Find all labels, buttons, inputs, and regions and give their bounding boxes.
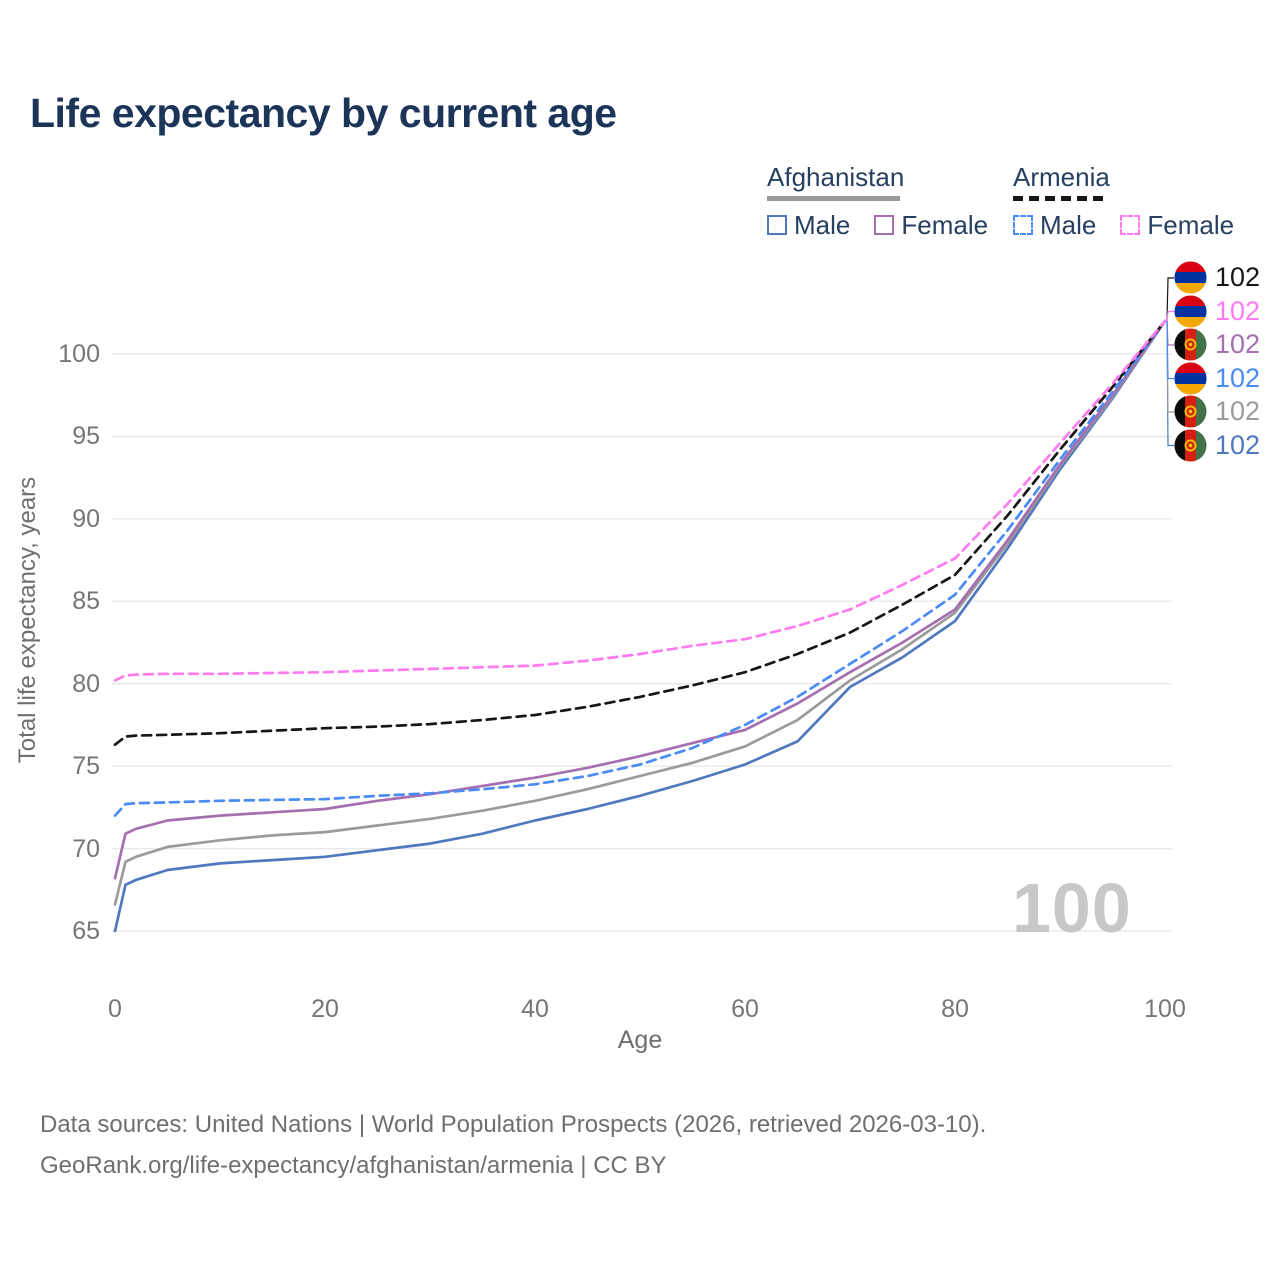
end-label-armenia-male: 102 xyxy=(1174,361,1261,395)
x-tick-0: 0 xyxy=(108,995,122,1023)
x-tick-60: 60 xyxy=(731,995,759,1023)
x-tick-100: 100 xyxy=(1144,995,1186,1023)
series-line-armenia-both[interactable] xyxy=(113,319,1167,747)
footer: Data sources: United Nations | World Pop… xyxy=(40,1104,986,1186)
series-line-afghanistan-both[interactable] xyxy=(113,319,1167,906)
x-tick-20: 20 xyxy=(311,995,339,1023)
end-label-connector xyxy=(1166,277,1174,322)
legend-label: Male xyxy=(794,209,851,240)
x-tick-40: 40 xyxy=(521,995,549,1023)
footer-attribution: GeoRank.org/life-expectancy/afghanistan/… xyxy=(40,1152,667,1179)
end-value-armenia-both: 102 xyxy=(1215,262,1261,292)
afghanistan-male-swatch-icon xyxy=(767,215,787,235)
end-label-connector xyxy=(1166,320,1174,346)
end-label-connector xyxy=(1166,310,1174,322)
page-title: Life expectancy by current age xyxy=(30,90,617,136)
series-line-afghanistan-female[interactable] xyxy=(113,319,1167,880)
end-value-afghanistan-female: 102 xyxy=(1215,329,1261,359)
y-tick-75: 75 xyxy=(72,752,100,781)
legend-country-armenia[interactable]: Armenia xyxy=(1013,162,1110,192)
end-value-afghanistan-both: 102 xyxy=(1215,396,1261,426)
legend-underline-solid xyxy=(767,196,900,201)
legend-item-armenia-male[interactable]: Male xyxy=(1013,210,1096,241)
legend-label: Male xyxy=(1040,209,1097,240)
end-label-connector xyxy=(1166,321,1174,380)
armenia-flag-icon xyxy=(1174,261,1207,294)
armenia-female-swatch-icon xyxy=(1120,215,1141,235)
afghanistan-flag-icon xyxy=(1174,328,1207,361)
legend-items-armenia: Male Female xyxy=(1013,210,1234,241)
y-tick-70: 70 xyxy=(72,834,100,863)
y-tick-80: 80 xyxy=(72,669,100,698)
legend-label: Female xyxy=(1147,209,1235,240)
series-line-armenia-female[interactable] xyxy=(113,319,1167,682)
legend-item-afghanistan-male[interactable]: Male xyxy=(767,210,850,241)
legend-label: Female xyxy=(901,209,989,240)
series-line-afghanistan-male[interactable] xyxy=(113,319,1167,933)
armenia-flag-icon xyxy=(1174,294,1207,328)
end-label-armenia-both: 102 xyxy=(1174,261,1260,294)
end-value-armenia-male: 102 xyxy=(1215,362,1261,393)
armenia-flag-icon xyxy=(1174,361,1207,395)
end-value-afghanistan-male: 102 xyxy=(1215,429,1261,460)
y-tick-85: 85 xyxy=(72,587,100,616)
legend-group-armenia: Armenia Male Female xyxy=(1013,162,1234,241)
end-label-afghanistan-both: 102 xyxy=(1174,395,1260,428)
series-line-armenia-male[interactable] xyxy=(113,319,1167,817)
y-axis-label: Total life expectancy, years xyxy=(14,476,41,764)
end-label-afghanistan-female: 102 xyxy=(1174,328,1260,361)
afghanistan-flag-icon xyxy=(1174,428,1207,462)
end-label-afghanistan-male: 102 xyxy=(1174,428,1261,462)
end-label-armenia-female: 102 xyxy=(1174,294,1261,328)
legend-group-afghanistan: Afghanistan Male Female xyxy=(767,162,988,241)
legend-item-afghanistan-female[interactable]: Female xyxy=(874,210,988,241)
legend-country-afghanistan[interactable]: Afghanistan xyxy=(767,162,905,192)
y-tick-90: 90 xyxy=(72,504,100,533)
x-axis-label: Age xyxy=(617,1026,663,1054)
footer-data-sources: Data sources: United Nations | World Pop… xyxy=(40,1111,987,1138)
y-tick-65: 65 xyxy=(72,917,100,945)
afghanistan-female-swatch-icon xyxy=(874,215,895,235)
end-value-armenia-female: 102 xyxy=(1215,295,1261,326)
year-watermark: 100 xyxy=(1012,869,1132,947)
legend-item-armenia-female[interactable]: Female xyxy=(1120,210,1234,241)
afghanistan-flag-icon xyxy=(1174,395,1207,428)
armenia-male-swatch-icon xyxy=(1013,215,1033,235)
y-tick-95: 95 xyxy=(72,422,100,451)
legend-underline-dashed xyxy=(1013,196,1106,201)
x-tick-80: 80 xyxy=(941,995,969,1023)
y-tick-100: 100 xyxy=(58,339,100,368)
legend-items-afghanistan: Male Female xyxy=(767,210,988,241)
